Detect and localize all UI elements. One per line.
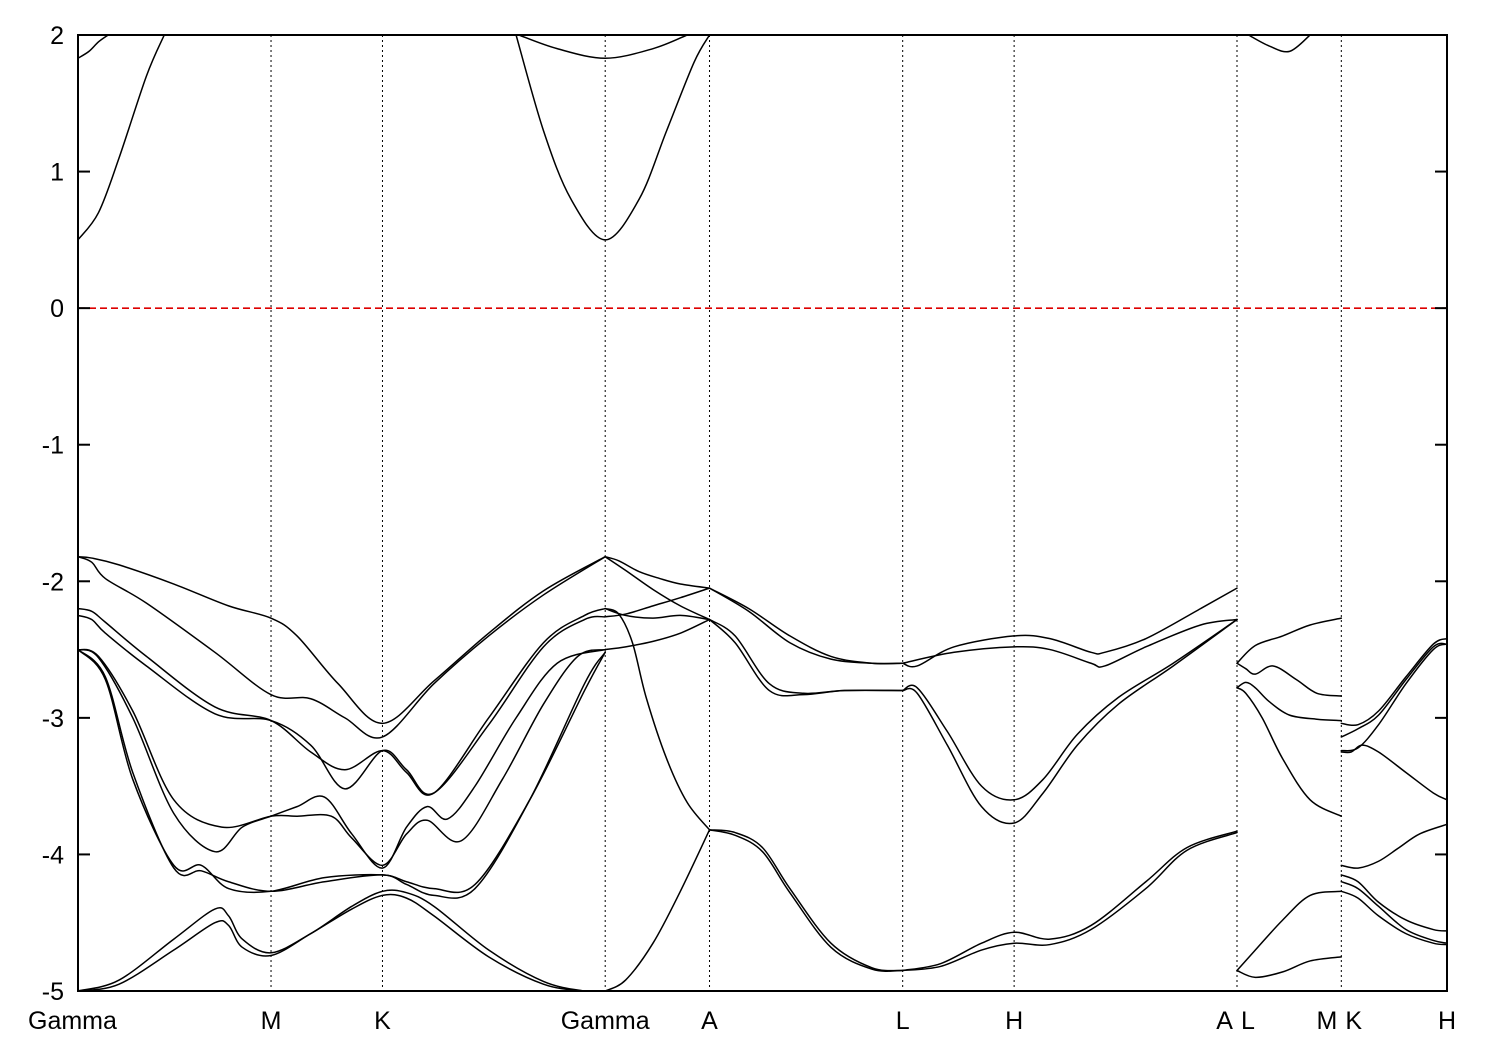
band-line-19	[604, 587, 711, 618]
band-line-13	[78, 648, 606, 894]
band-line-10	[78, 648, 606, 867]
x-kpoint-label-gamma: Gamma	[561, 1007, 650, 1035]
band-line-37	[1236, 681, 1343, 722]
band-line-30	[901, 618, 1238, 668]
band-line-11	[78, 648, 606, 869]
band-line-35	[1236, 617, 1343, 664]
x-axis-kpoint-labels: Gamma M K Gamma A L H A L M K H	[28, 1007, 1456, 1035]
band-line-4	[518, 35, 688, 59]
band-line-23	[708, 587, 904, 665]
x-kpoint-label-h: H	[1005, 1007, 1023, 1035]
y-axis-ticks: 2 1 0 -1 -2 -3 -4 -5	[42, 22, 1447, 1006]
band-line-5	[1247, 35, 1311, 53]
band-line-25	[708, 618, 904, 695]
x-kpoint-label-gamma: Gamma	[28, 1007, 117, 1035]
band-line-22	[604, 829, 711, 991]
y-tick-label: -4	[42, 841, 64, 869]
x-kpoint-label-m: M	[261, 1007, 282, 1035]
band-line-33	[901, 830, 1238, 972]
band-line-21	[604, 607, 711, 831]
band-line-34	[901, 831, 1238, 972]
band-line-46	[1340, 874, 1447, 932]
band-line-41	[1340, 637, 1447, 727]
x-kpoint-label-l: L	[896, 1007, 910, 1035]
band-lines	[78, 35, 1447, 991]
band-line-14	[78, 889, 606, 991]
band-line-1	[78, 35, 165, 241]
band-line-39	[1236, 890, 1343, 972]
x-kpoint-label-k: K	[1345, 1007, 1362, 1035]
band-line-3	[515, 35, 711, 241]
band-line-16	[604, 555, 711, 589]
band-line-26	[708, 618, 904, 697]
band-line-42	[1340, 642, 1447, 738]
band-line-31	[901, 618, 1238, 801]
band-line-8	[78, 607, 606, 796]
band-line-38	[1236, 687, 1343, 817]
band-line-27	[708, 829, 904, 972]
band-line-2	[78, 35, 109, 59]
band-line-28	[708, 829, 904, 972]
band-line-47	[1340, 880, 1447, 944]
band-line-15	[78, 893, 606, 991]
x-kpoint-label-h: H	[1438, 1007, 1456, 1035]
x-kpoint-label-a: A	[701, 1007, 718, 1035]
x-kpoint-label-a: A	[1216, 1007, 1233, 1035]
band-line-20	[604, 618, 711, 651]
band-line-29	[901, 587, 1238, 668]
y-tick-label: 1	[50, 159, 64, 187]
band-line-7	[78, 555, 606, 739]
band-line-17	[604, 555, 711, 621]
band-line-48	[1340, 890, 1447, 946]
band-line-32	[901, 618, 1238, 825]
band-line-40	[1236, 956, 1343, 979]
y-tick-label: 0	[50, 295, 64, 323]
x-kpoint-label-m: M	[1316, 1007, 1337, 1035]
x-kpoint-label-k: K	[374, 1007, 391, 1035]
y-tick-label: 2	[50, 22, 64, 50]
y-tick-label: -3	[42, 705, 64, 733]
band-line-43	[1340, 643, 1447, 752]
band-line-6	[78, 555, 606, 725]
band-line-24	[708, 587, 904, 665]
band-line-9	[78, 614, 606, 796]
plot-frame	[77, 34, 1448, 992]
band-line-36	[1236, 662, 1343, 697]
band-line-44	[1340, 744, 1447, 801]
y-tick-label: -1	[42, 432, 64, 460]
high-symmetry-lines	[270, 35, 1342, 991]
band-line-45	[1340, 823, 1447, 869]
x-kpoint-label-l: L	[1241, 1007, 1255, 1035]
y-tick-label: -2	[42, 568, 64, 596]
y-tick-label: -5	[42, 978, 64, 1006]
